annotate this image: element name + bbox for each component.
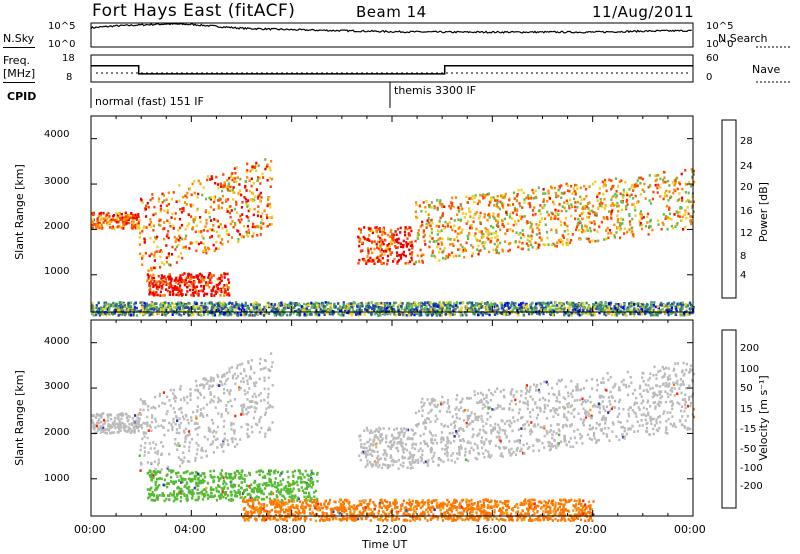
velocity-ytick-1000: 1000	[44, 473, 70, 484]
freq-label-line2: [MHz]	[3, 67, 36, 80]
noise-series	[90, 22, 692, 34]
power-ytick-4000: 4000	[44, 129, 70, 140]
cpid-label: CPID	[7, 90, 37, 103]
freq-underline	[3, 82, 35, 83]
xtick-4: 16:00	[475, 523, 507, 536]
vel-cb-m100: -100	[740, 463, 763, 474]
velocity-echo-region-5	[414, 361, 696, 467]
vel-cb-50: 50	[740, 383, 753, 394]
nsearch-label: N.Search	[718, 32, 768, 45]
noise-ytick-right-2: 10^0	[706, 39, 734, 50]
velocity-heatmap	[91, 352, 696, 523]
noise-ytick-right-1: 10^5	[706, 21, 734, 32]
power-ytick-1000: 1000	[44, 266, 70, 277]
noise-ytick-left-2: 10^0	[48, 39, 76, 50]
velocity-colorbar	[721, 329, 737, 509]
velocity-echo-region-2	[138, 352, 274, 478]
date-title: 11/Aug/2011	[592, 3, 695, 21]
velocity-ytick-2000: 2000	[44, 427, 70, 438]
power-echo-region-1	[91, 211, 141, 231]
power-ytick-2000: 2000	[44, 221, 70, 232]
freq-ytick-right-1: 60	[706, 53, 719, 64]
power-echo-region-6	[91, 301, 695, 317]
power-cb-24: 24	[740, 161, 753, 172]
noise-ytick-left-1: 10^5	[48, 21, 76, 32]
vel-cb-m15: -15	[740, 424, 757, 435]
nsky-underline	[3, 47, 35, 48]
power-cb-12: 12	[740, 228, 753, 239]
xtick-3: 12:00	[375, 523, 407, 536]
xtick-1: 04:00	[174, 523, 206, 536]
xtick-5: 20:00	[575, 523, 607, 536]
velocity-echo-region-4	[358, 426, 417, 470]
power-echo-region-5	[414, 168, 696, 264]
power-cb-4: 4	[740, 270, 747, 281]
power-echo-region-4	[357, 226, 417, 266]
power-axis-ticks	[90, 116, 694, 312]
freq-label-line1: Freq.	[3, 54, 31, 67]
station-title: Fort Hays East (fitACF)	[92, 1, 296, 21]
velocity-colorbar-frame	[721, 329, 737, 509]
nsky-label: N.Sky	[3, 32, 35, 45]
freq-panel-frame	[90, 54, 694, 83]
velocity-ytick-3000: 3000	[44, 381, 70, 392]
vel-cb-200: 200	[740, 343, 760, 354]
vel-cb-m200: -200	[740, 481, 763, 492]
freq-ytick-left-1: 18	[62, 53, 75, 64]
xaxis-label: Time UT	[362, 538, 408, 551]
cpid-segment-2: themis 3300 IF	[394, 84, 477, 97]
velocity-ytick-4000: 4000	[44, 336, 70, 347]
power-ytick-3000: 3000	[44, 176, 70, 187]
xtick-0: 00:00	[74, 523, 106, 536]
power-cb-16: 16	[740, 206, 753, 217]
velocity-echo-region-1	[91, 412, 141, 435]
power-colorbar	[721, 119, 737, 299]
vel-cb-15: 15	[740, 404, 753, 415]
xtick-2: 08:00	[274, 523, 306, 536]
power-echo-region-3	[146, 272, 231, 297]
beam-title: Beam 14	[356, 3, 427, 21]
cpid-segment-1: normal (fast) 151 IF	[95, 95, 204, 108]
power-cb-20: 20	[740, 182, 753, 193]
power-heatmap	[91, 158, 696, 317]
velocity-echo-region-6	[241, 498, 595, 523]
freq-ytick-right-2: 0	[706, 72, 713, 83]
noise-panel-frame	[90, 22, 694, 48]
nave-label: Nave	[752, 63, 781, 76]
velocity-axis-ticks	[90, 320, 694, 516]
nsky-series-line	[90, 22, 692, 34]
vel-cb-m50: -50	[740, 444, 757, 455]
power-echo-region-2	[138, 158, 274, 272]
power-cb-28: 28	[740, 136, 753, 147]
freq-ytick-left-2: 8	[66, 72, 73, 83]
velocity-echo-region-3	[146, 469, 319, 503]
xtick-6: 00:00	[674, 523, 706, 536]
freq-series-line	[91, 65, 693, 75]
power-cb-8: 8	[740, 251, 747, 262]
vel-cb-100: 100	[740, 364, 760, 375]
power-colorbar-frame	[721, 119, 737, 299]
